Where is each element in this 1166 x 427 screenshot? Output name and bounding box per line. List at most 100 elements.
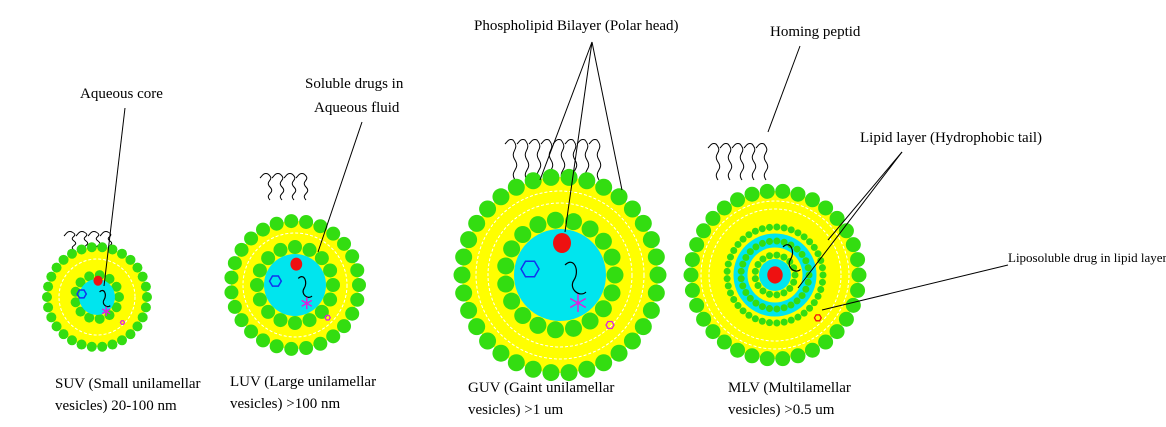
pointer: [828, 152, 902, 240]
lipid-head: [818, 200, 833, 215]
lipid-head: [752, 300, 759, 307]
lipid-head: [323, 263, 337, 277]
lipid-head: [345, 249, 359, 263]
caption: LUV (Large unilamellar: [230, 374, 376, 390]
lipid-head: [739, 282, 746, 289]
lipid-head: [760, 351, 775, 366]
lipid-head: [273, 243, 287, 257]
homing-peptide: [296, 173, 308, 200]
lipid-head: [142, 292, 152, 302]
homing-peptide: [260, 173, 272, 200]
lipid-head: [270, 217, 284, 231]
lipid-head: [46, 272, 56, 282]
lipid-head: [253, 293, 267, 307]
drug-dot: [93, 276, 102, 286]
lipid-head: [141, 282, 151, 292]
lipid-head: [775, 184, 790, 199]
lipid-head: [801, 310, 808, 317]
lipid-head: [794, 297, 801, 304]
lipid-head: [635, 215, 652, 232]
lipid-head: [799, 292, 806, 299]
lipid-head: [752, 243, 759, 250]
lipid-head: [738, 275, 745, 282]
lipid-head: [337, 237, 351, 251]
lipid-head: [850, 283, 865, 298]
lipid-head: [759, 256, 766, 263]
lipid-head: [125, 329, 135, 339]
caption: vesicles) >0.5 um: [728, 402, 835, 418]
diagram: Aqueous core Soluble drugs in Aqueous fl…: [0, 0, 1166, 427]
lipid-head: [250, 278, 264, 292]
lipid-head: [141, 302, 151, 312]
lipid-head: [805, 192, 820, 207]
lipid-head: [117, 249, 127, 259]
lipid-head: [582, 220, 599, 237]
lipid-head: [635, 318, 652, 335]
lipid-head: [578, 172, 595, 189]
pointer: [540, 42, 592, 180]
lipid-head: [326, 329, 340, 343]
lipid-head: [542, 364, 559, 381]
lipid-head: [705, 324, 720, 339]
lipid-head: [766, 291, 773, 298]
drug-dot: [767, 266, 782, 283]
lipid-head: [806, 238, 813, 245]
lipid-head: [604, 249, 621, 266]
lipid-head: [529, 317, 546, 334]
lipid-head: [313, 337, 327, 351]
lipid-head: [696, 312, 711, 327]
lipid-head: [819, 264, 826, 271]
lipid-head: [561, 169, 578, 186]
homing-peptide: [272, 173, 284, 200]
homing-peptide: [720, 143, 732, 180]
lipid-head: [604, 284, 621, 301]
lipid-head: [460, 231, 477, 248]
drug-dot: [553, 233, 571, 253]
label: Aqueous fluid: [314, 100, 400, 116]
label: Soluble drugs in: [305, 76, 404, 92]
lipid-head: [780, 254, 787, 261]
lipid-head: [730, 343, 745, 358]
lipid-head: [852, 268, 867, 283]
lipid-head: [780, 289, 787, 296]
lipid-head: [299, 341, 313, 355]
lipid-head: [468, 215, 485, 232]
lipid-head: [468, 318, 485, 335]
homing-peptide: [64, 231, 76, 250]
lipid-head: [228, 300, 242, 314]
label: Homing peptid: [770, 24, 861, 40]
lipid-head: [705, 211, 720, 226]
lipid-head: [650, 267, 667, 284]
lipid-head: [794, 314, 801, 321]
lipid-head: [805, 264, 812, 271]
lipid-head: [326, 278, 340, 292]
lipid-head: [497, 276, 514, 293]
lipid-head: [565, 320, 582, 337]
lipid-head: [815, 293, 822, 300]
lipid-head: [802, 257, 809, 264]
lipid-head: [42, 292, 52, 302]
lipid-head: [747, 295, 754, 302]
lipid-head: [59, 329, 69, 339]
lipid-head: [745, 312, 752, 319]
lipid-head: [788, 226, 795, 233]
lipid-head: [492, 345, 509, 362]
lipid-head: [760, 184, 775, 199]
lipid-head: [303, 243, 317, 257]
lipid-head: [805, 279, 812, 286]
lipid-head: [734, 302, 741, 309]
lipid-head: [725, 282, 732, 289]
lipid-head: [77, 244, 87, 254]
lipid-head: [244, 325, 258, 339]
lipid-head: [643, 231, 660, 248]
lipid-head: [730, 247, 737, 254]
lipid-head: [738, 268, 745, 275]
caption: vesicles) 20-100 nm: [55, 398, 177, 414]
lipid-head: [595, 179, 612, 196]
lipid-head: [107, 340, 117, 350]
lipid-head: [253, 263, 267, 277]
label: Aqueous core: [80, 86, 163, 102]
lipid-head: [724, 275, 731, 282]
lipid-head: [766, 305, 773, 312]
homing-peptide: [505, 139, 517, 180]
